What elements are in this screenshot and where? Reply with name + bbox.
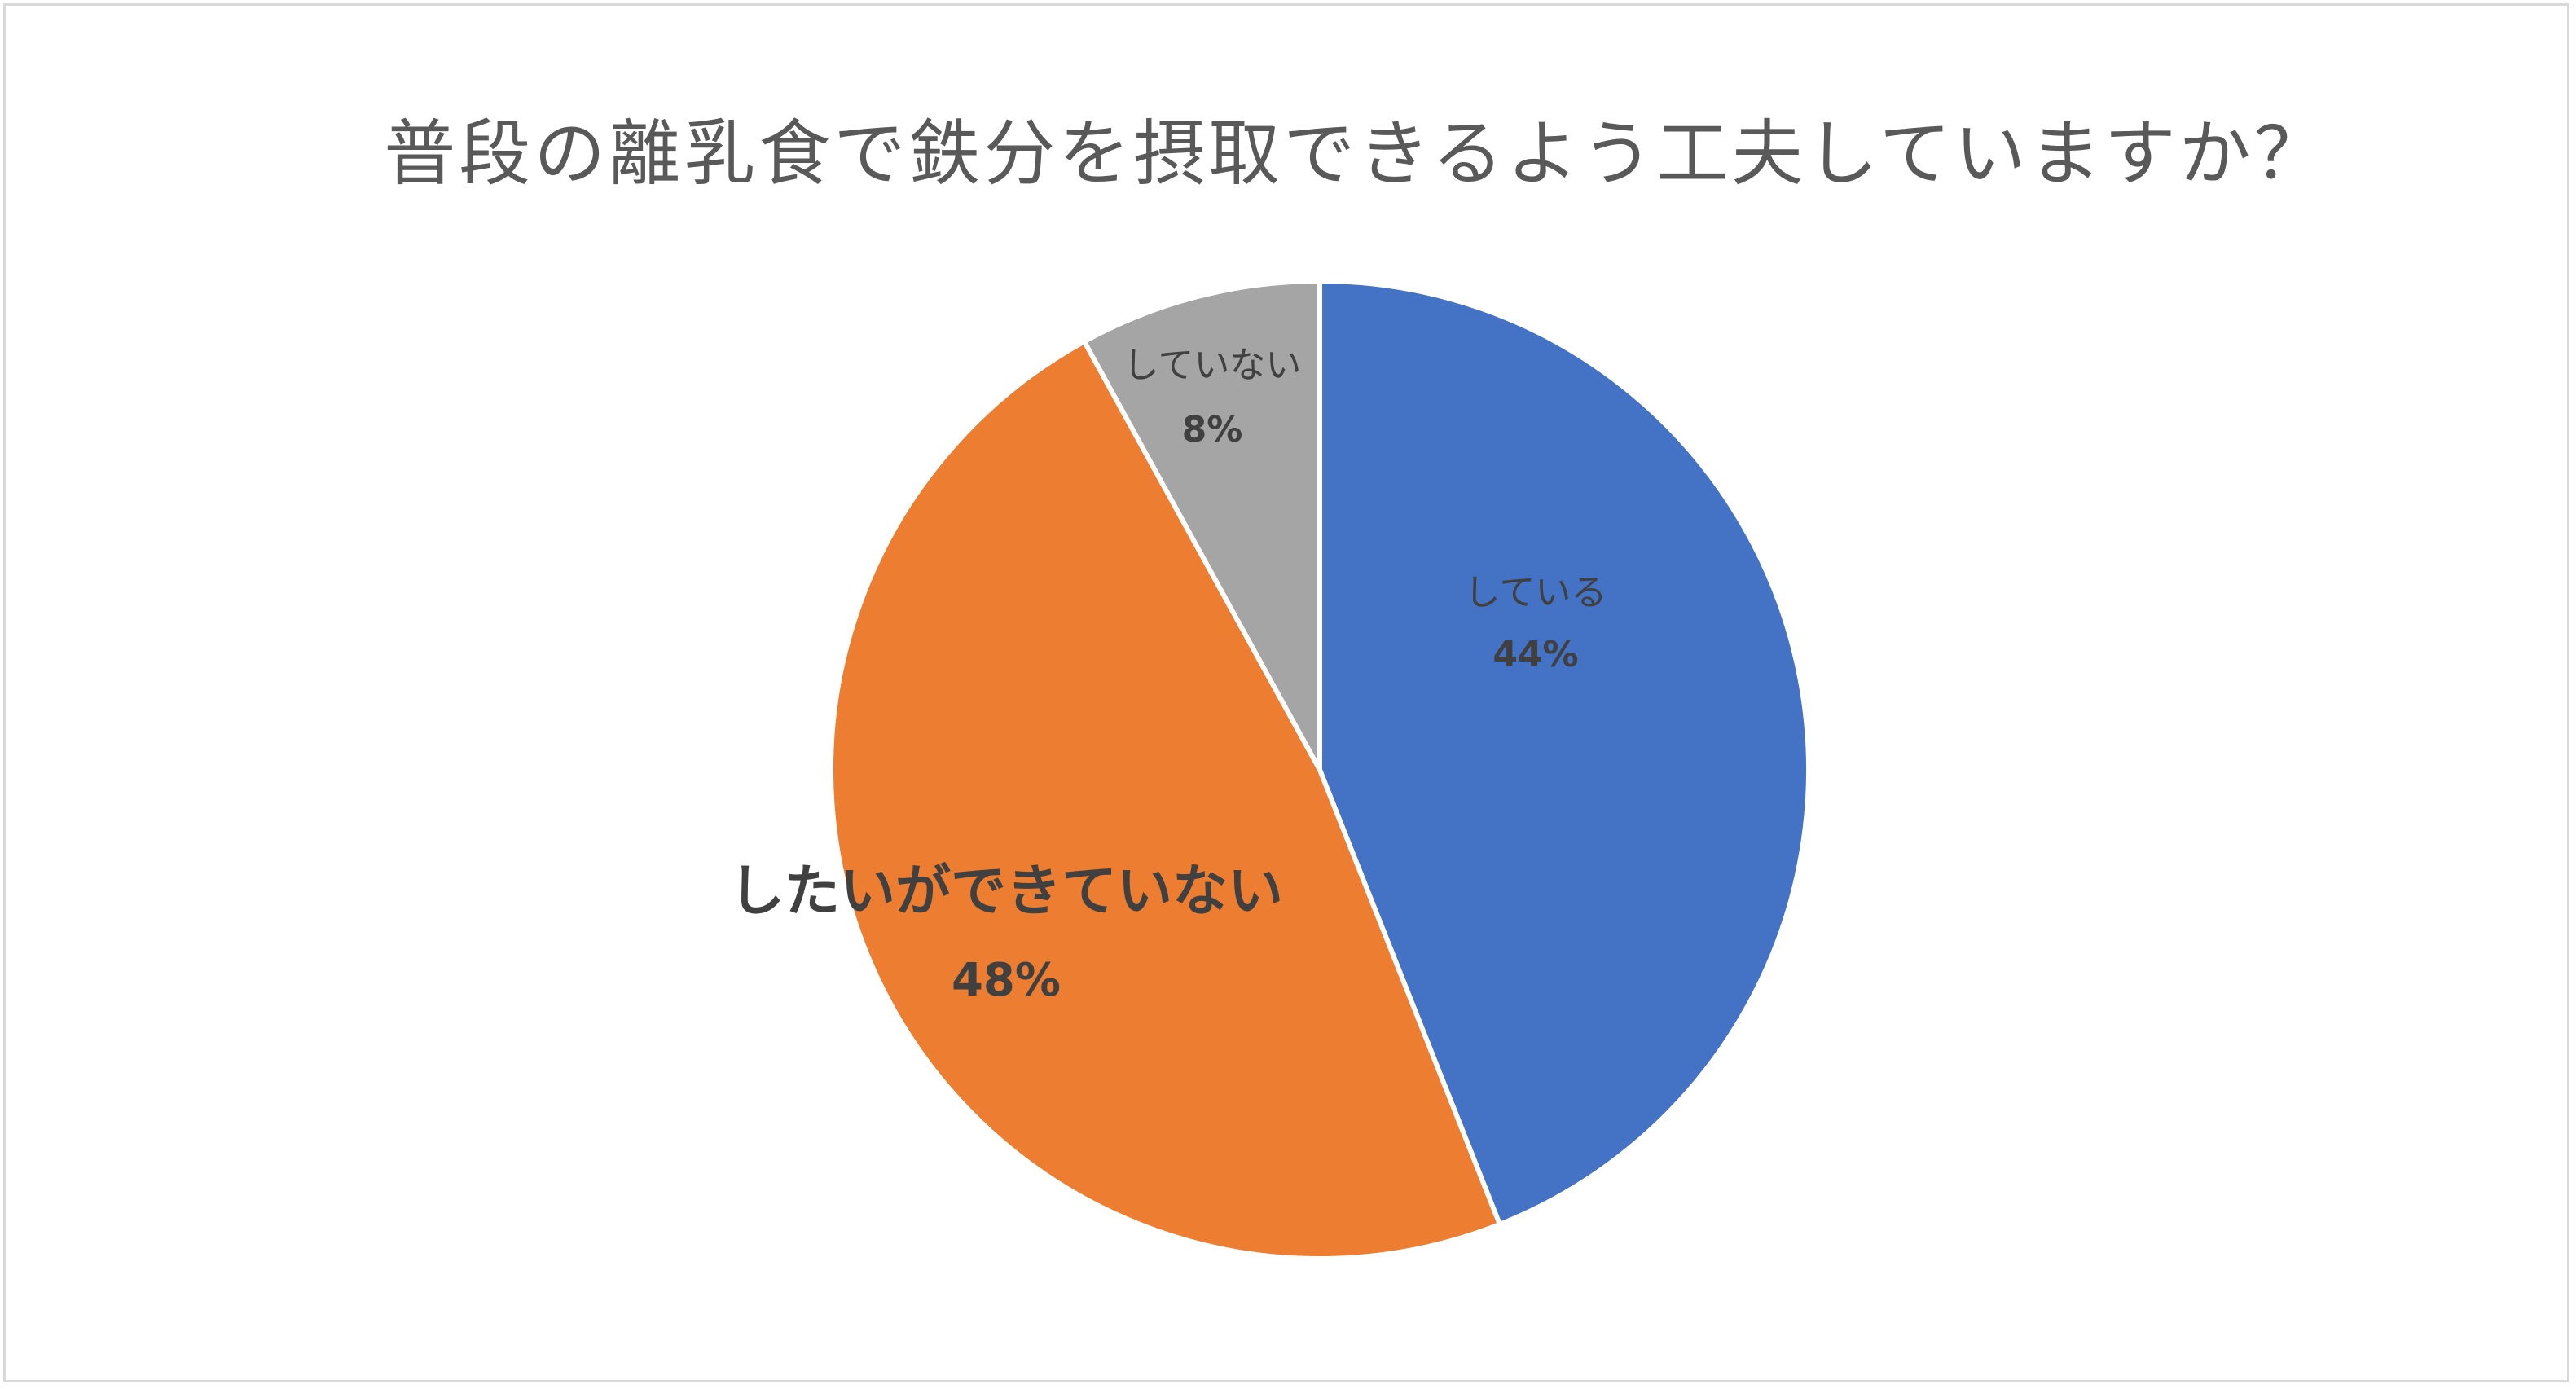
slice-category-label: していない: [1123, 345, 1302, 386]
pie-slice-0: [1317, 279, 1811, 1227]
slice-category-label: したいができていない: [729, 859, 1283, 924]
slice-value-label: 44%: [1492, 634, 1578, 675]
slice-category-label: している: [1465, 572, 1607, 613]
pie-slice-1: [829, 339, 1502, 1261]
slice-value-label: 48%: [952, 954, 1061, 1007]
pie-slice-2: [1081, 279, 1322, 772]
pie-labels: している 44% したいができていない 48% していない 8%: [729, 345, 1607, 1007]
slice-value-label: 8%: [1182, 409, 1243, 451]
pie-slices: [829, 279, 1811, 1261]
chart-title: 普段の離乳食で鉄分を摂取できるよう工夫していますか？: [384, 112, 2329, 196]
